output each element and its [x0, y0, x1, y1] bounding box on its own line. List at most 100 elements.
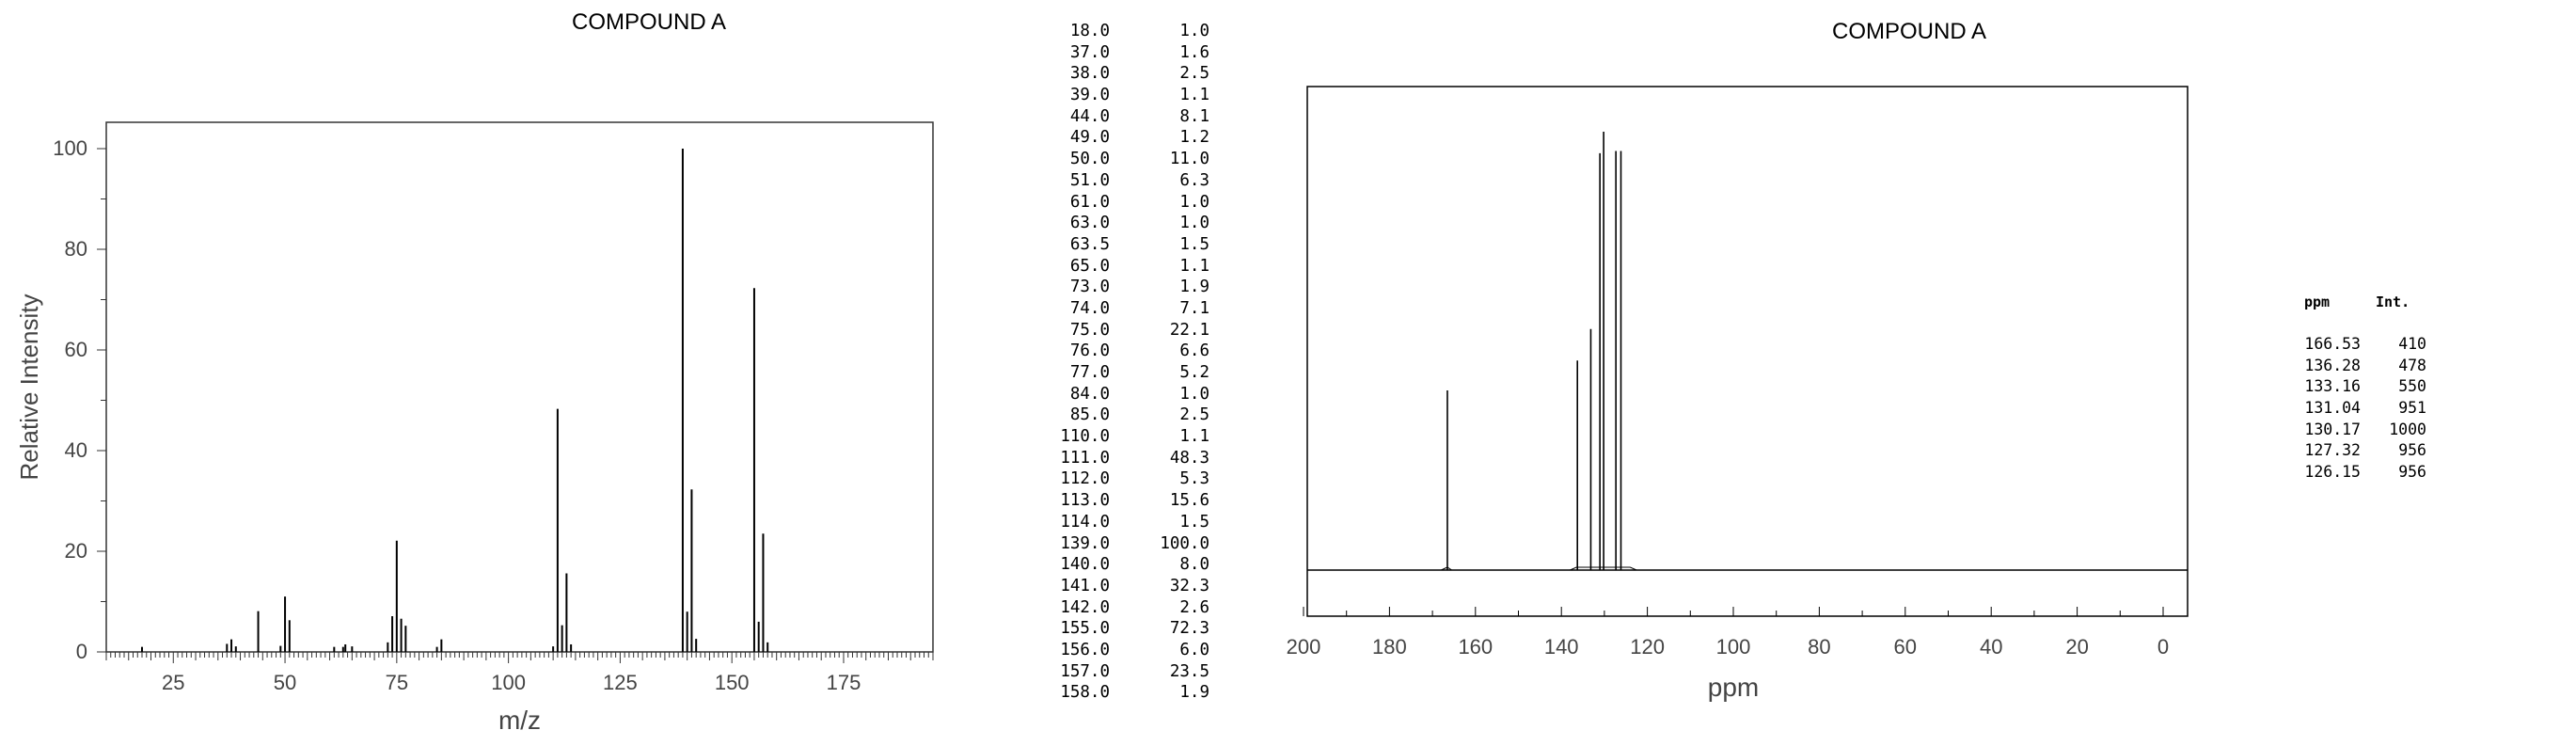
int-cell: 1000	[2389, 420, 2426, 438]
nmr-x-tick-label: 120	[1630, 635, 1665, 659]
intensity-cell: 22.1	[1169, 320, 1209, 340]
mz-cell: 18.0	[1069, 22, 1110, 40]
nmr-x-tick-label: 200	[1287, 635, 1321, 659]
mz-cell: 111.0	[1060, 448, 1110, 468]
mz-cell: 65.0	[1069, 256, 1110, 276]
table-row: 51.0 6.3	[1035, 170, 1209, 192]
intensity-cell: 8.0	[1179, 555, 1209, 575]
nmr-x-tick-label: 160	[1458, 635, 1493, 659]
intensity-cell: 1.0	[1179, 384, 1209, 404]
ms-x-tick-label: 175	[827, 671, 861, 694]
intensity-cell: 6.6	[1179, 341, 1209, 361]
mass-spectrum-chart: 25 50 75 100 125 150 175 0 20 40 60 80 100 m/z Relativ…	[15, 121, 934, 735]
nmr-plot-frame	[1306, 86, 2189, 617]
ppm-cell: 127.32	[2304, 441, 2361, 460]
nmr-x-axis-label: ppm	[1708, 673, 1759, 702]
ms-x-tick-label: 100	[491, 671, 526, 694]
intensity-cell: 1.5	[1179, 234, 1209, 254]
mz-cell: 157.0	[1060, 661, 1110, 681]
ppm-cell: 126.15	[2304, 462, 2361, 481]
intensity-cell: 11.0	[1169, 150, 1209, 169]
table-row: 110.0 1.1	[1035, 426, 1209, 448]
ms-plot-frame	[105, 121, 934, 653]
ms-peak-table: 18.0 1.0 37.0 1.6 38.0 2.5 39.0 1.1 44.0 8.1 49.0 1…	[1035, 21, 1209, 704]
intensity-cell: 1.5	[1179, 512, 1209, 532]
mz-cell: 84.0	[1069, 384, 1110, 404]
nmr-x-tick-label: 180	[1372, 635, 1407, 659]
table-row: 139.0 100.0	[1035, 533, 1209, 555]
column-header: ppm	[2304, 294, 2331, 310]
mz-cell: 85.0	[1069, 405, 1110, 425]
mz-cell: 139.0	[1060, 533, 1110, 553]
table-row: 133.16 550	[2295, 376, 2426, 398]
table-row: 76.0 6.6	[1035, 341, 1209, 362]
mz-cell: 112.0	[1060, 469, 1110, 489]
table-row: 63.0 1.0	[1035, 213, 1209, 234]
mz-cell: 63.5	[1069, 234, 1110, 254]
intensity-cell: 48.3	[1169, 448, 1209, 468]
nmr-x-tick-label: 80	[1808, 635, 1830, 659]
intensity-cell: 6.0	[1179, 640, 1209, 659]
mz-cell: 73.0	[1069, 278, 1110, 297]
intensity-cell: 23.5	[1169, 661, 1209, 681]
table-row: 127.32 956	[2295, 440, 2426, 462]
table-row: 85.0 2.5	[1035, 405, 1209, 426]
intensity-cell: 2.6	[1179, 597, 1209, 617]
table-row: 50.0 11.0	[1035, 149, 1209, 170]
ms-y-tick-label: 100	[53, 136, 87, 160]
table-row: 37.0 1.6	[1035, 42, 1209, 64]
table-row: 113.0 15.6	[1035, 490, 1209, 512]
table-row: 38.0 2.5	[1035, 63, 1209, 85]
ms-x-tick-label: 75	[386, 671, 408, 694]
table-spacer	[2295, 313, 2426, 335]
int-cell: 410	[2398, 335, 2426, 354]
nmr-x-tick-label: 0	[2157, 635, 2169, 659]
intensity-cell: 1.9	[1179, 278, 1209, 297]
mz-cell: 142.0	[1060, 597, 1110, 617]
intensity-cell: 1.2	[1179, 128, 1209, 148]
ms-y-tick-label: 40	[65, 438, 87, 462]
int-cell: 956	[2398, 462, 2426, 481]
mz-cell: 39.0	[1069, 86, 1110, 105]
intensity-cell: 1.1	[1179, 86, 1209, 105]
ms-y-tick-label: 80	[65, 237, 87, 261]
intensity-cell: 7.1	[1179, 298, 1209, 318]
table-row: 84.0 1.0	[1035, 384, 1209, 405]
table-row: 156.0 6.0	[1035, 640, 1209, 661]
table-row: 77.0 5.2	[1035, 362, 1209, 384]
int-cell: 956	[2398, 441, 2426, 460]
mz-cell: 140.0	[1060, 555, 1110, 575]
mz-cell: 110.0	[1060, 427, 1110, 447]
table-row: 126.15 956	[2295, 462, 2426, 484]
intensity-cell: 6.3	[1179, 170, 1209, 190]
table-row: 142.0 2.6	[1035, 597, 1209, 619]
table-row: 114.0 1.5	[1035, 512, 1209, 533]
intensity-cell: 100.0	[1160, 533, 1209, 553]
table-header: ppm Int.	[2295, 292, 2426, 313]
mz-cell: 75.0	[1069, 320, 1110, 340]
mz-cell: 141.0	[1060, 576, 1110, 595]
table-row: 73.0 1.9	[1035, 277, 1209, 298]
intensity-cell: 5.3	[1179, 469, 1209, 489]
nmr-chart-title: COMPOUND A	[1831, 19, 1986, 44]
table-row: 49.0 1.2	[1035, 127, 1209, 149]
table-row: 44.0 8.1	[1035, 106, 1209, 128]
intensity-cell: 32.3	[1169, 576, 1209, 595]
intensity-cell: 72.3	[1169, 619, 1209, 639]
table-row: 140.0 8.0	[1035, 554, 1209, 576]
table-row: 18.0 1.0	[1035, 21, 1209, 42]
table-row: 166.53 410	[2295, 334, 2426, 356]
table-row: 74.0 7.1	[1035, 298, 1209, 320]
ms-x-tick-label: 125	[603, 671, 638, 694]
mz-cell: 113.0	[1060, 491, 1110, 511]
mz-cell: 74.0	[1069, 298, 1110, 318]
nmr-x-tick-label: 140	[1544, 635, 1579, 659]
table-row: 158.0 1.9	[1035, 682, 1209, 704]
intensity-cell: 8.1	[1179, 106, 1209, 126]
table-row: 61.0 1.0	[1035, 192, 1209, 214]
table-row: 155.0 72.3	[1035, 618, 1209, 640]
table-row: 39.0 1.1	[1035, 85, 1209, 106]
ms-chart-title: COMPOUND A	[571, 9, 726, 35]
mz-cell: 77.0	[1069, 363, 1110, 382]
